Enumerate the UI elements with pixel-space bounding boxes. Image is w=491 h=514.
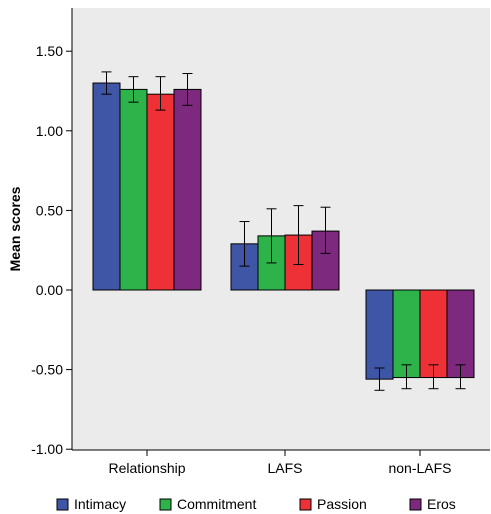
- error-bar: [374, 367, 385, 391]
- y-tick-label: 0.00: [36, 282, 63, 298]
- error-bar: [182, 72, 193, 106]
- bar-eros-relationship: [173, 88, 202, 291]
- axes-layer: 1.50 1.00 0.50 0.00 -0.50 -1.00 Relationship LA…: [31, 8, 490, 476]
- error-bar: [320, 206, 331, 254]
- error-bar: [266, 208, 277, 264]
- bars-layer: [92, 71, 475, 391]
- y-tick-label: 1.00: [36, 123, 63, 139]
- legend-label: Passion: [317, 496, 367, 512]
- bar-intimacy-relationship: [92, 82, 121, 291]
- legend-swatch: [159, 498, 172, 511]
- bar-passion-relationship: [146, 93, 175, 291]
- error-bar: [128, 76, 139, 103]
- legend-swatch: [56, 498, 69, 511]
- y-tick-label: 1.50: [36, 43, 63, 59]
- legend-label: Eros: [427, 496, 456, 512]
- error-bar: [428, 364, 439, 390]
- y-tick-label: 0.50: [36, 202, 63, 218]
- x-tick-label: Relationship: [108, 460, 185, 476]
- error-bar: [155, 76, 166, 111]
- y-tick-label: -0.50: [31, 362, 63, 378]
- legend-swatch: [409, 498, 422, 511]
- bar-eros-non-lafs: [446, 289, 475, 379]
- legend: Intimacy Commitment Passion Eros: [56, 496, 456, 512]
- legend-label: Intimacy: [74, 496, 126, 512]
- legend-label: Commitment: [177, 496, 256, 512]
- legend-swatch: [299, 498, 312, 511]
- bar-commitment-relationship: [119, 88, 148, 291]
- bar-passion-non-lafs: [419, 289, 448, 379]
- bar-intimacy-non-lafs: [365, 289, 394, 380]
- error-bar: [101, 71, 112, 95]
- error-bar: [239, 221, 250, 267]
- error-bar: [401, 364, 412, 390]
- error-bar: [455, 364, 466, 390]
- y-tick-label: -1.00: [31, 441, 63, 457]
- error-bar: [293, 205, 304, 266]
- x-tick-label: LAFS: [267, 460, 302, 476]
- legend-item-eros: Eros: [409, 496, 456, 512]
- legend-item-commitment: Commitment: [159, 496, 256, 512]
- legend-item-intimacy: Intimacy: [56, 496, 126, 512]
- legend-item-passion: Passion: [299, 496, 367, 512]
- y-axis-label: Mean scores: [7, 186, 23, 271]
- x-tick-label: non-LAFS: [388, 460, 451, 476]
